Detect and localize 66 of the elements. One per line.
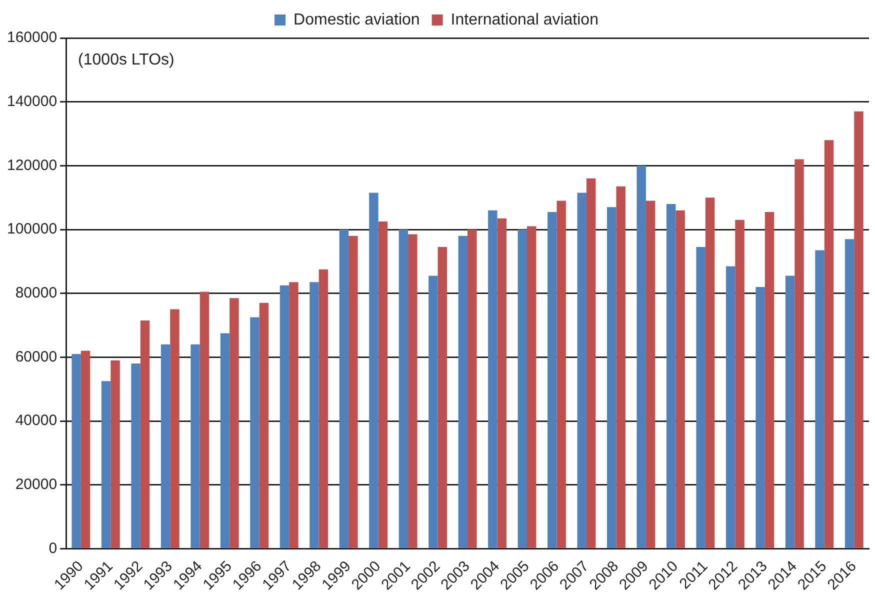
bar <box>815 250 824 548</box>
bar <box>160 344 170 548</box>
bar <box>428 276 438 548</box>
bar <box>854 111 864 548</box>
bar <box>676 210 685 548</box>
bar <box>458 236 468 548</box>
bar <box>616 186 626 548</box>
bar <box>220 333 230 548</box>
bar <box>696 247 706 548</box>
y-tick-label: 80000 <box>15 284 58 302</box>
bar <box>80 350 90 548</box>
bar <box>408 234 418 548</box>
bar <box>577 192 586 548</box>
bar <box>548 212 557 548</box>
bar <box>764 212 774 548</box>
bar <box>497 218 506 548</box>
bar <box>310 282 319 548</box>
bar <box>527 226 536 548</box>
bar <box>318 269 328 548</box>
y-tick-label: 160000 <box>6 29 58 46</box>
legend-label: International aviation <box>450 11 598 28</box>
bar <box>705 198 715 548</box>
bar <box>468 230 477 548</box>
bar <box>170 309 180 548</box>
bar <box>666 204 676 548</box>
bar <box>785 276 795 548</box>
bar <box>378 222 388 548</box>
bar <box>586 178 596 548</box>
y-tick-label: 100000 <box>6 220 58 238</box>
bar <box>488 210 498 548</box>
y-tick-label: 120000 <box>6 156 58 174</box>
bar <box>200 292 210 548</box>
bar <box>289 282 298 548</box>
legend-label: Domestic aviation <box>294 11 420 28</box>
bar <box>280 285 290 548</box>
bar <box>726 266 736 548</box>
bar <box>844 239 854 548</box>
bar <box>756 286 765 548</box>
y-tick-label: 20000 <box>15 476 58 493</box>
y-tick-label: 140000 <box>6 92 58 110</box>
bar <box>348 236 358 548</box>
bar <box>250 317 260 548</box>
bar <box>518 230 528 548</box>
bar <box>72 354 81 548</box>
y-tick-label: 40000 <box>15 412 58 430</box>
y-tick-label: 60000 <box>15 348 58 366</box>
bar <box>398 230 408 548</box>
annotation: (1000s LTOs) <box>78 51 174 68</box>
bar <box>369 192 378 548</box>
bar <box>101 381 111 548</box>
bar <box>230 298 239 548</box>
bar <box>735 220 744 548</box>
bar <box>131 364 140 548</box>
bar <box>339 230 349 548</box>
bar <box>110 360 120 548</box>
bar <box>794 159 804 548</box>
bar <box>556 200 566 548</box>
bar <box>259 302 269 548</box>
bar <box>438 247 448 548</box>
bar <box>824 140 834 548</box>
bar <box>646 200 656 548</box>
y-tick-label: 0 <box>48 540 58 557</box>
bar <box>140 320 150 548</box>
bar <box>636 166 646 548</box>
bar <box>607 207 616 548</box>
bar <box>190 344 200 548</box>
